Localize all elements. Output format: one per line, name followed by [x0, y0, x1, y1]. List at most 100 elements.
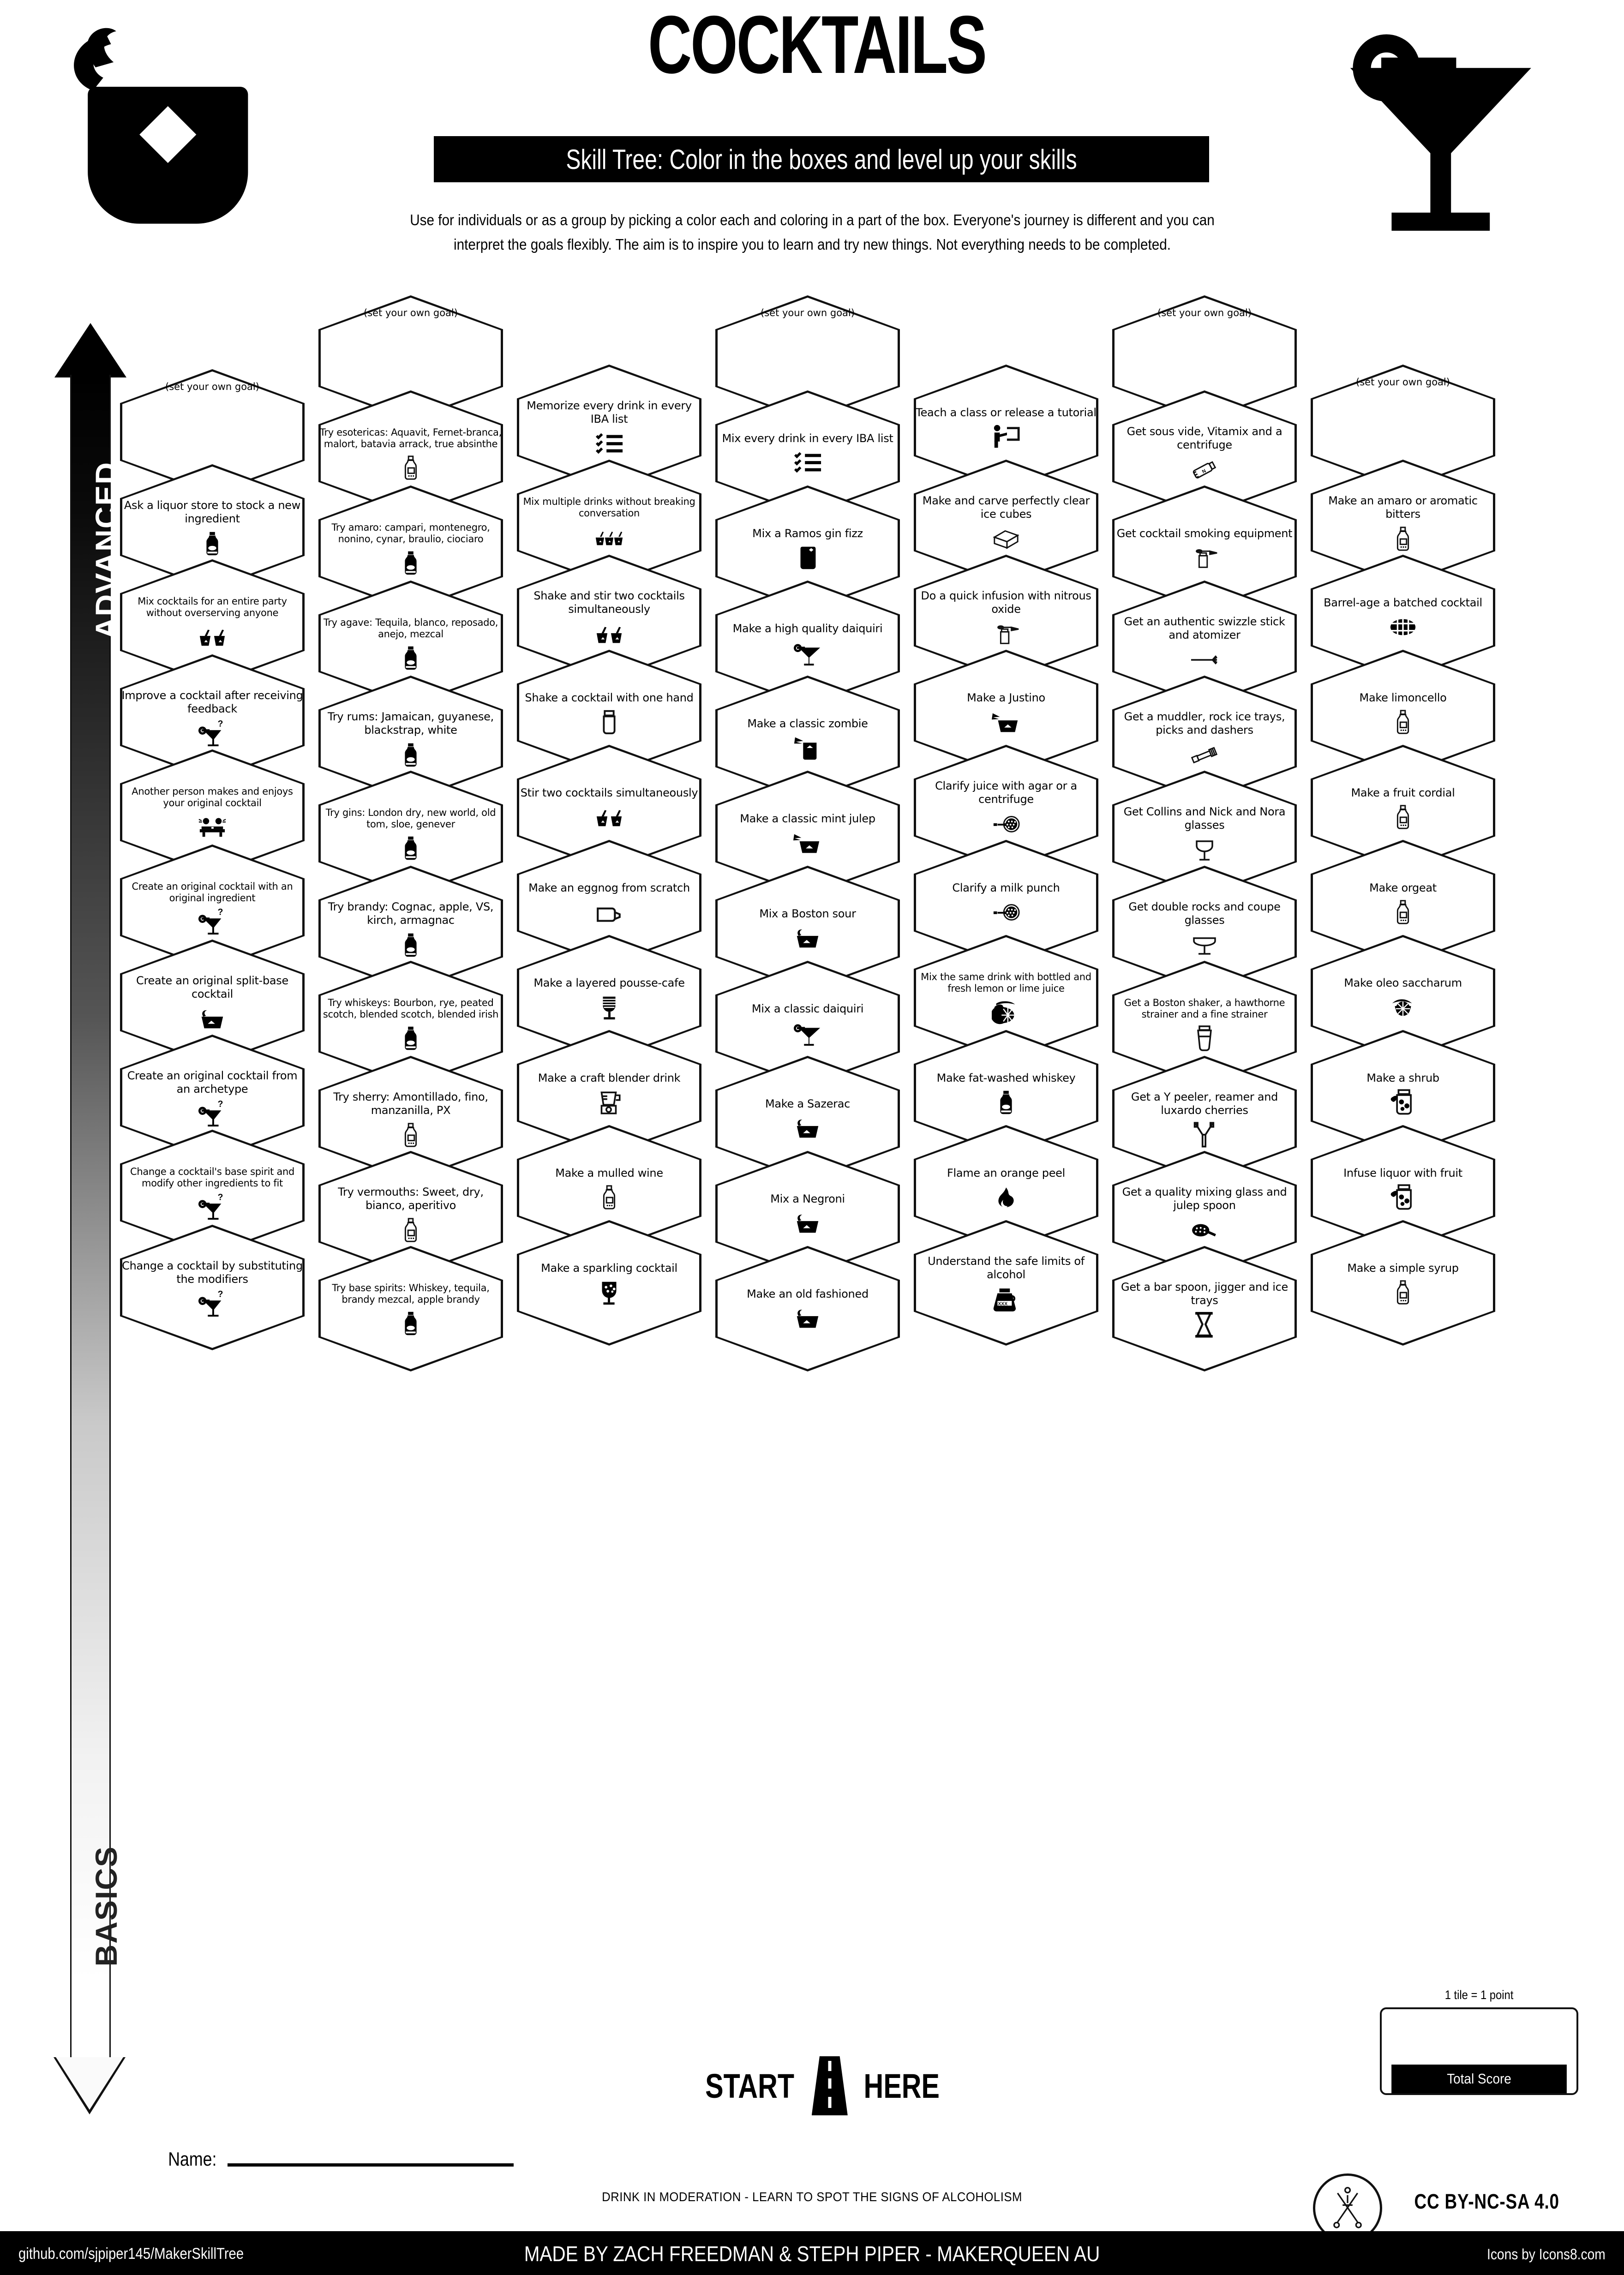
- skill-tile-col4-8[interactable]: Mix a classic daiquiri: [715, 961, 900, 1086]
- skill-tile-col1-8[interactable]: Create an original cocktail from an arch…: [120, 1035, 305, 1160]
- skill-tile-col7-5[interactable]: Make a fruit cordial: [1311, 745, 1495, 870]
- skill-tile-col5-2[interactable]: Make and carve perfectly clear ice cubes: [914, 460, 1098, 585]
- skill-tile-col1-7[interactable]: Create an original split-base cocktail: [120, 940, 305, 1065]
- skill-tile-col5-3[interactable]: Do a quick infusion with nitrous oxide: [914, 555, 1098, 680]
- skill-tile-col7-4[interactable]: Make limoncello: [1311, 650, 1495, 775]
- hex-content: Get a Y peeler, reamer and luxardo cherr…: [1112, 1056, 1297, 1181]
- skill-tile-col3-6[interactable]: Make an eggnog from scratch: [517, 840, 701, 965]
- skill-tile-col2-4[interactable]: Try agave: Tequila, blanco, reposado, an…: [318, 581, 503, 706]
- skill-tile-col4-6[interactable]: Make a classic mint julep: [715, 771, 900, 896]
- skill-tile-col4-10[interactable]: Mix a Negroni: [715, 1151, 900, 1276]
- skill-tile-col4-3[interactable]: Mix a Ramos gin fizz: [715, 485, 900, 611]
- skill-tile-col2-11[interactable]: Try base spirits: Whiskey, tequila, bran…: [318, 1246, 503, 1371]
- skill-tile-col4-7[interactable]: Mix a Boston sour: [715, 866, 900, 991]
- skill-tile-col6-7[interactable]: Get double rocks and coupe glasses: [1112, 866, 1297, 991]
- skill-tile-col4-11[interactable]: Make an old fashioned: [715, 1246, 900, 1371]
- skill-tile-col4-2[interactable]: Mix every drink in every IBA list: [715, 390, 900, 516]
- start-here-marker: START HERE: [660, 2056, 983, 2116]
- arrow-head-icon: [54, 323, 126, 377]
- skill-tile-col6-4[interactable]: Get an authentic swizzle stick and atomi…: [1112, 581, 1297, 706]
- skill-tile-col5-4[interactable]: Make a Justino: [914, 650, 1098, 775]
- skill-tile-col3-8[interactable]: Make a craft blender drink: [517, 1030, 701, 1155]
- skill-tile-col6-3[interactable]: Get cocktail smoking equipment: [1112, 485, 1297, 611]
- skill-tile-col7-2[interactable]: Make an amaro or aromatic bitters: [1311, 460, 1495, 585]
- skill-tile-col7-10[interactable]: Make a simple syrup: [1311, 1220, 1495, 1346]
- skill-tile-col6-11[interactable]: Get a bar spoon, jigger and ice trays: [1112, 1246, 1297, 1371]
- skill-tile-col7-9[interactable]: Infuse liquor with fruit: [1311, 1125, 1495, 1251]
- footer-credit: MADE BY ZACH FREEDMAN & STEPH PIPER - MA…: [524, 2242, 1100, 2266]
- hex-content: Try vermouths: Sweet, dry, bianco, aperi…: [318, 1151, 503, 1276]
- skill-tile-col3-5[interactable]: Stir two cocktails simultaneously: [517, 745, 701, 870]
- skill-tile-label: Make a simple syrup: [1347, 1261, 1459, 1275]
- skill-tile-col1-9[interactable]: Change a cocktail's base spirit and modi…: [120, 1130, 305, 1255]
- skill-tile-col1-3[interactable]: Mix cocktails for an entire party withou…: [120, 559, 305, 685]
- skill-tile-col3-7[interactable]: Make a layered pousse-cafe: [517, 935, 701, 1060]
- set-your-own-goal-label: (set your own goal): [761, 307, 855, 318]
- intro-blurb: Use for individuals or as a group by pic…: [372, 208, 1252, 257]
- skill-tile-col6-5[interactable]: Get a muddler, rock ice trays, picks and…: [1112, 676, 1297, 801]
- skill-tile-col2-1[interactable]: (set your own goal): [318, 295, 503, 421]
- skill-tile-col6-2[interactable]: Get sous vide, Vitamix and a centrifuge N: [1112, 390, 1297, 516]
- skill-tile-col5-5[interactable]: Clarify juice with agar or a centrifuge: [914, 745, 1098, 870]
- skill-tile-col2-8[interactable]: Try whiskeys: Bourbon, rye, peated scotc…: [318, 961, 503, 1086]
- hex-content: Get cocktail smoking equipment: [1112, 485, 1297, 611]
- skill-tile-col7-1[interactable]: (set your own goal): [1311, 365, 1495, 490]
- skill-tile-col6-6[interactable]: Get Collins and Nick and Nora glasses: [1112, 771, 1297, 896]
- skill-tile-col1-4[interactable]: Improve a cocktail after receiving feedb…: [120, 654, 305, 780]
- bottle-filled-icon: [396, 1309, 425, 1338]
- skill-tile-col2-2[interactable]: Try esotericas: Aquavit, Fernet-branca, …: [318, 390, 503, 516]
- skill-tile-col3-4[interactable]: Shake a cocktail with one hand: [517, 650, 701, 775]
- skill-tile-col1-10[interactable]: Change a cocktail by substituting the mo…: [120, 1225, 305, 1350]
- skill-tile-col2-3[interactable]: Try amaro: campari, montenegro, nonino, …: [318, 485, 503, 611]
- skill-tile-col2-6[interactable]: Try gins: London dry, new world, old tom…: [318, 771, 503, 896]
- skill-tile-col7-7[interactable]: Make oleo saccharum: [1311, 935, 1495, 1060]
- skill-tile-col3-9[interactable]: Make a mulled wine: [517, 1125, 701, 1251]
- skill-tile-col5-6[interactable]: Clarify a milk punch: [914, 840, 1098, 965]
- skill-tile-col6-1[interactable]: (set your own goal): [1112, 295, 1297, 421]
- bottle-filled-icon: [396, 1024, 425, 1053]
- score-input-box[interactable]: Total Score: [1380, 2007, 1578, 2095]
- skill-tile-col3-3[interactable]: Shake and stir two cocktails simultaneou…: [517, 555, 701, 680]
- skill-tile-col1-5[interactable]: Another person makes and enjoys your ori…: [120, 749, 305, 875]
- skill-tile-col5-9[interactable]: Flame an orange peel: [914, 1125, 1098, 1251]
- hex-content: Get a muddler, rock ice trays, picks and…: [1112, 676, 1297, 801]
- skill-tile-col1-1[interactable]: (set your own goal): [120, 369, 305, 495]
- skill-tile-label: Ask a liquor store to stock a new ingred…: [124, 499, 301, 525]
- skill-tile-col3-1[interactable]: Memorize every drink in every IBA list: [517, 365, 701, 490]
- total-score-widget: 1 tile = 1 point Total Score: [1380, 1988, 1578, 2095]
- skill-tile-col5-10[interactable]: Understand the safe limits of alcohol XXX: [914, 1220, 1098, 1346]
- skill-tile-label: Make a mulled wine: [555, 1166, 663, 1179]
- skill-tile-col7-8[interactable]: Make a shrub: [1311, 1030, 1495, 1155]
- skill-tile-col4-9[interactable]: Make a Sazerac: [715, 1056, 900, 1181]
- skill-tile-col7-6[interactable]: Make orgeat: [1311, 840, 1495, 965]
- footer-repo-link[interactable]: github.com/sjpiper145/MakerSkillTree: [18, 2245, 244, 2263]
- skill-tile-col4-5[interactable]: Make a classic zombie: [715, 676, 900, 801]
- skill-tile-col1-2[interactable]: Ask a liquor store to stock a new ingred…: [120, 464, 305, 590]
- skill-tile-col2-10[interactable]: Try vermouths: Sweet, dry, bianco, aperi…: [318, 1151, 503, 1276]
- hex-content: (set your own goal): [715, 295, 900, 421]
- skill-tile-col3-2[interactable]: Mix multiple drinks without breaking con…: [517, 460, 701, 585]
- coupe-glass-icon: [1190, 931, 1219, 959]
- skill-tile-col2-9[interactable]: Try sherry: Amontillado, fino, manzanill…: [318, 1056, 503, 1181]
- skill-tile-col5-1[interactable]: Teach a class or release a tutorial: [914, 365, 1098, 490]
- skill-tile-col2-5[interactable]: Try rums: Jamaican, guyanese, blackstrap…: [318, 676, 503, 801]
- footer-icons-credit: Icons by Icons8.com: [1487, 2246, 1606, 2263]
- skill-tile-col6-10[interactable]: Get a quality mixing glass and julep spo…: [1112, 1151, 1297, 1276]
- hex-content: Make a craft blender drink: [517, 1030, 701, 1155]
- skill-tile-col7-3[interactable]: Barrel-age a batched cocktail: [1311, 555, 1495, 680]
- hex-content: Try base spirits: Whiskey, tequila, bran…: [318, 1246, 503, 1371]
- skill-tile-label: Make a classic mint julep: [740, 812, 875, 825]
- skill-tile-label: Make a classic zombie: [747, 717, 868, 730]
- skill-tile-col4-1[interactable]: (set your own goal): [715, 295, 900, 421]
- skill-tile-label: Make a Justino: [967, 691, 1045, 704]
- skill-tile-col1-6[interactable]: Create an original cocktail with an orig…: [120, 844, 305, 970]
- skill-tile-col6-8[interactable]: Get a Boston shaker, a hawthorne straine…: [1112, 961, 1297, 1086]
- name-input-line[interactable]: [227, 2163, 514, 2167]
- skill-tile-col2-7[interactable]: Try brandy: Cognac, apple, VS, kirch, ar…: [318, 866, 503, 991]
- skill-tile-col3-10[interactable]: Make a sparkling cocktail: [517, 1220, 701, 1346]
- skill-tile-col6-9[interactable]: Get a Y peeler, reamer and luxardo cherr…: [1112, 1056, 1297, 1181]
- skill-tile-label: Mix multiple drinks without breaking con…: [523, 496, 695, 519]
- skill-tile-col5-7[interactable]: Mix the same drink with bottled and fres…: [914, 935, 1098, 1060]
- skill-tile-col5-8[interactable]: Make fat-washed whiskey: [914, 1030, 1098, 1155]
- skill-tile-col4-4[interactable]: Make a high quality daiquiri: [715, 581, 900, 706]
